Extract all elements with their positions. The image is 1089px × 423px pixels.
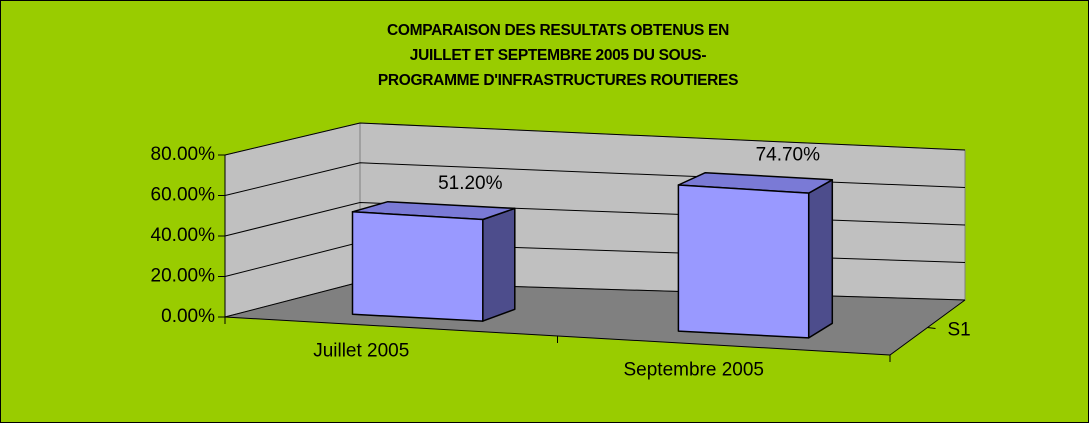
data-label: 74.70%: [756, 144, 821, 165]
bar: [351, 200, 516, 322]
bar-side: [482, 207, 516, 322]
y-tick-label: 20.00%: [151, 266, 216, 287]
y-tick-label: 40.00%: [151, 225, 216, 246]
x-tick-label: Juillet 2005: [313, 341, 409, 362]
chart-title: COMPARAISON DES RESULTATS OBTENUS EN: [387, 22, 729, 39]
bar: [677, 171, 834, 339]
z-tick: [927, 327, 936, 329]
y-tick-label: 80.00%: [151, 144, 216, 165]
chart-title: JUILLET ET SEPTEMBRE 2005 DU SOUS-: [410, 47, 707, 64]
y-tick-label: 60.00%: [151, 185, 216, 206]
bar-front: [351, 211, 484, 322]
data-label: 51.20%: [438, 173, 503, 194]
chart-title: PROGRAMME D'INFRASTRUCTURES ROUTIERES: [378, 72, 738, 89]
y-tick-label: 0.00%: [161, 306, 215, 327]
grid-line: [224, 122, 966, 156]
x-tick-label: Septembre 2005: [624, 360, 765, 381]
series-label: S1: [948, 320, 971, 341]
bar-front: [677, 184, 810, 339]
bar-side: [807, 179, 834, 339]
